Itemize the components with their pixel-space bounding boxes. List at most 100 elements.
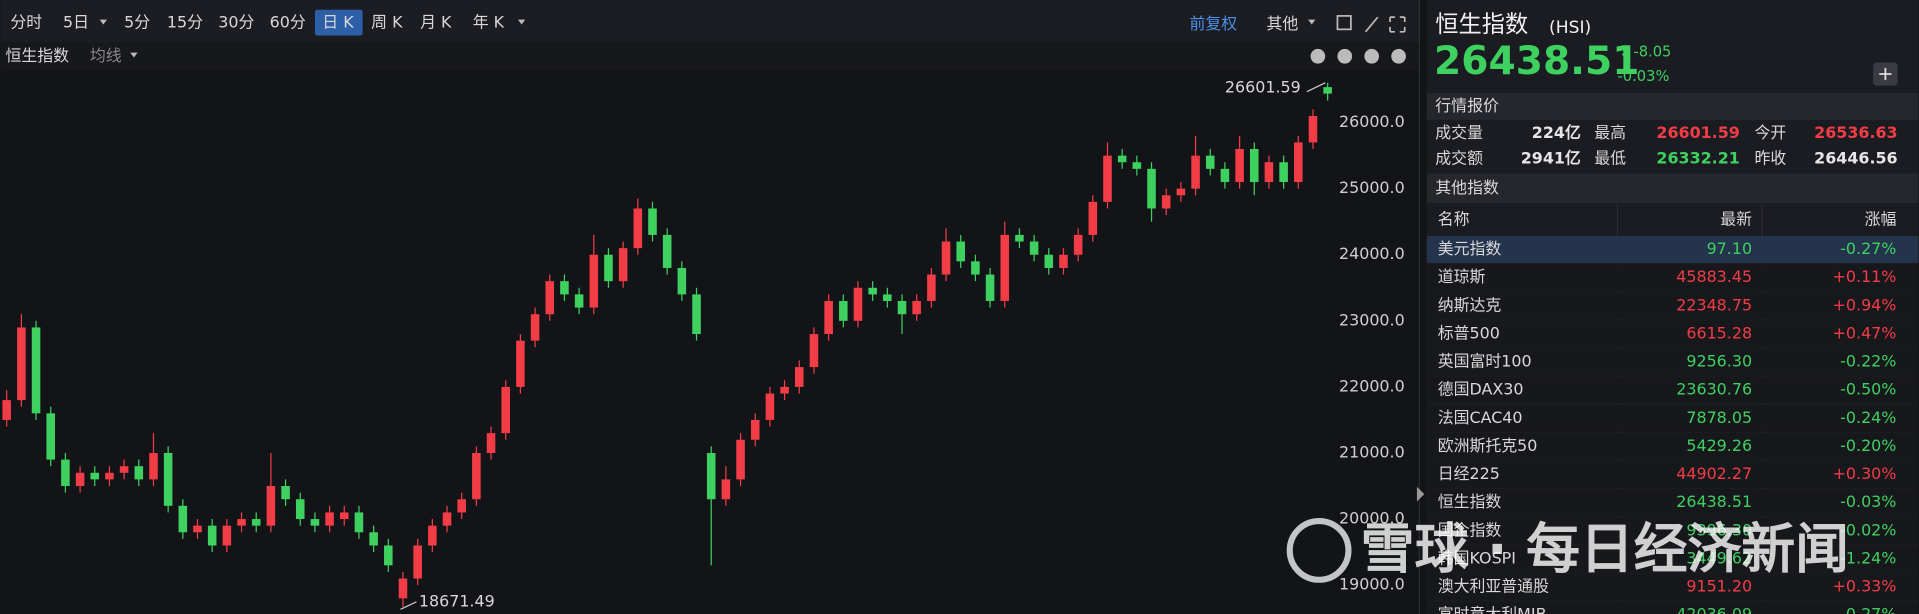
row-bg[interactable] <box>1426 292 1919 320</box>
row-bg[interactable] <box>1426 376 1919 404</box>
candle-body <box>398 578 408 599</box>
row-bg[interactable] <box>1426 320 1919 348</box>
tool-icons <box>1336 15 1406 33</box>
candle-body <box>237 519 246 526</box>
chart-buttons <box>1310 48 1406 64</box>
period-tab[interactable]: 5分 <box>124 13 150 32</box>
row-name: 澳大利亚普通股 <box>1438 577 1549 596</box>
period-tab[interactable]: 30分 <box>218 13 254 32</box>
period-tab[interactable]: 15分 <box>167 13 203 32</box>
candle-body <box>574 294 584 308</box>
index-name: 恒生指数 <box>5 46 69 65</box>
icon-fullscreen[interactable] <box>1389 16 1406 33</box>
zoom-in[interactable] <box>1337 48 1353 64</box>
candle-body <box>648 208 657 235</box>
period-tab[interactable]: 月 K <box>420 13 452 32</box>
quote-change-pct: -0.03% <box>1618 68 1670 85</box>
candle-body <box>618 248 628 282</box>
period-tab[interactable]: 5日 <box>63 13 89 32</box>
stat-value: 26332.21 <box>1656 149 1739 168</box>
candle-body <box>1249 149 1259 183</box>
candle-body <box>17 327 26 401</box>
candle-body <box>1073 234 1083 255</box>
collapse-arrow[interactable] <box>1416 486 1425 502</box>
row-bg[interactable] <box>1426 601 1919 614</box>
more-menu[interactable]: 其他 <box>1267 14 1299 33</box>
row-bg[interactable] <box>1426 489 1919 517</box>
candle-body <box>1176 188 1186 196</box>
column-header: 名称 <box>1438 210 1470 229</box>
quote-change: -8.05 <box>1633 44 1671 61</box>
icon-draw[interactable] <box>1364 16 1379 33</box>
period-tab[interactable]: 年 K <box>473 13 505 32</box>
candle-body <box>1147 168 1156 209</box>
candle-body <box>765 393 775 420</box>
adjust-menu[interactable]: 前复权 <box>1189 14 1237 33</box>
icon-layout[interactable] <box>1336 15 1352 31</box>
candle-body <box>413 545 422 579</box>
subbar <box>0 42 1420 70</box>
section-band <box>1426 173 1919 204</box>
period-tab[interactable]: 日 K <box>322 13 354 32</box>
row-bg[interactable] <box>1426 517 1919 545</box>
candle-body <box>912 300 921 315</box>
candle-body <box>339 512 349 520</box>
candle-body <box>207 525 217 546</box>
row-latest: 44902.27 <box>1676 464 1752 483</box>
candle-body <box>1000 234 1010 301</box>
candle-body <box>1191 155 1200 189</box>
zoom-out[interactable] <box>1310 48 1326 64</box>
section-title: 其他指数 <box>1435 178 1499 197</box>
quote-price: 26438.51 <box>1434 39 1639 84</box>
row-latest: 3449.62 <box>1686 548 1752 567</box>
row-bg[interactable] <box>1426 432 1919 460</box>
period-tab[interactable]: 60分 <box>270 13 306 32</box>
candle-body <box>428 525 437 546</box>
period-tab[interactable]: 周 K <box>371 13 403 32</box>
candle-body <box>1323 87 1332 94</box>
row-name: 英国富时100 <box>1438 352 1532 371</box>
high-label: 26601.59 <box>1225 78 1301 97</box>
quote-code: (HSI) <box>1549 18 1591 38</box>
candle-body <box>1294 142 1303 183</box>
candle-body <box>1029 241 1039 255</box>
candle-body <box>222 525 232 546</box>
column-header: 涨幅 <box>1865 210 1897 229</box>
candle-body <box>927 274 936 301</box>
row-name: 美元指数 <box>1438 239 1502 258</box>
period-tab[interactable]: 分时 <box>10 13 42 32</box>
row-change: -0.27% <box>1840 605 1896 614</box>
row-latest: 7878.05 <box>1686 408 1752 427</box>
row-bg[interactable] <box>1426 545 1919 573</box>
row-change: -0.27% <box>1840 239 1896 258</box>
y-tick-label: 22000.0 <box>1339 376 1405 395</box>
candle-body <box>369 532 378 546</box>
row-bg[interactable] <box>1426 264 1919 292</box>
row-change: +0.33% <box>1833 577 1897 596</box>
row-latest: 9256.30 <box>1686 352 1752 371</box>
settings[interactable] <box>1364 48 1380 64</box>
candle-body <box>1117 155 1127 163</box>
candle-body <box>281 486 290 500</box>
row-change: -0.24% <box>1840 408 1896 427</box>
candle-body <box>721 479 731 500</box>
y-tick-label: 24000.0 <box>1339 244 1405 263</box>
candle-body <box>1088 201 1098 235</box>
low-pointer <box>400 601 417 610</box>
row-change: +0.94% <box>1833 295 1897 314</box>
row-latest: 9151.20 <box>1686 577 1752 596</box>
indicator-menu[interactable]: 均线 <box>90 46 122 65</box>
candle-body <box>1015 234 1024 242</box>
candle-body <box>75 472 85 487</box>
row-bg[interactable] <box>1426 348 1919 376</box>
row-bg[interactable] <box>1426 461 1919 489</box>
row-bg[interactable] <box>1426 573 1919 601</box>
candle-body <box>736 439 745 480</box>
close[interactable] <box>1391 48 1406 64</box>
low-label: 18671.49 <box>419 591 495 610</box>
candle-body <box>530 314 540 341</box>
row-bg[interactable] <box>1426 236 1919 263</box>
row-bg[interactable] <box>1426 404 1919 432</box>
candle-body <box>750 419 760 440</box>
